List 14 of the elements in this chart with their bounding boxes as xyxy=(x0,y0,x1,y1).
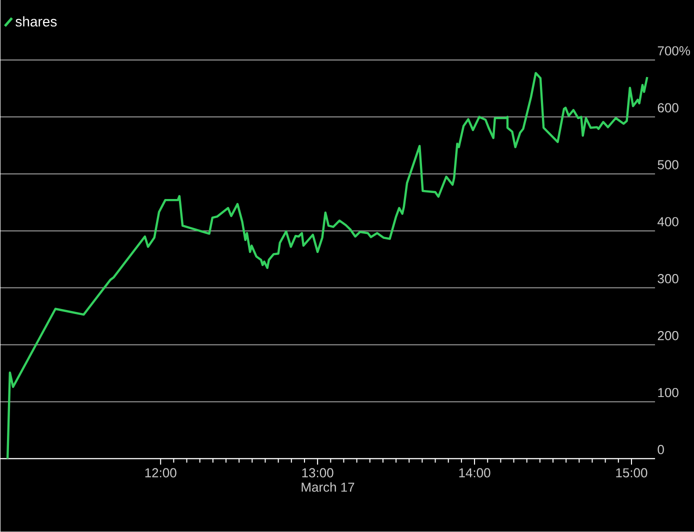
x-tick-label: 14:00 xyxy=(459,468,490,478)
y-tick-label: 0 xyxy=(658,445,664,454)
y-tick-label: 400 xyxy=(658,217,678,226)
x-tick-label: 15:00 xyxy=(616,468,648,478)
y-tick-label: 100 xyxy=(658,388,678,398)
y-tick-label: 200 xyxy=(658,331,678,340)
y-tick-label: 700% xyxy=(658,46,690,56)
legend-label: shares xyxy=(16,16,57,27)
y-tick-label: 500 xyxy=(658,160,678,170)
y-tick-label: 600 xyxy=(658,103,678,113)
x-axis-title: March 17 xyxy=(302,482,354,492)
x-tick-label: 12:00 xyxy=(145,468,176,478)
x-tick-label: 13:00 xyxy=(302,468,334,478)
y-tick-label: 300 xyxy=(658,274,678,284)
